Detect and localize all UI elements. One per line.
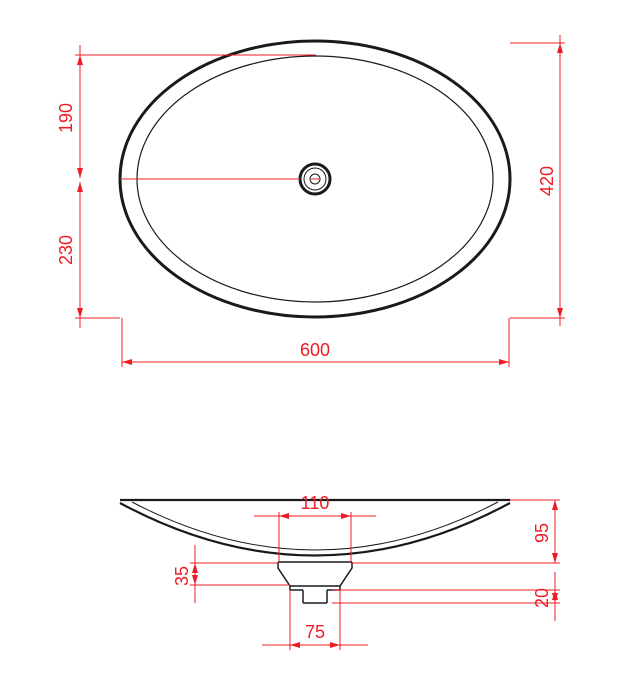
drain-left bbox=[278, 562, 290, 586]
dim-110-text: 110 bbox=[301, 493, 330, 513]
dim-95-text: 95 bbox=[532, 523, 552, 543]
arrowhead bbox=[290, 642, 300, 648]
arrowhead bbox=[499, 359, 509, 365]
technical-drawing: 600 420 190 230 110 75 35 95 20 bbox=[0, 0, 633, 697]
arrowhead bbox=[341, 513, 351, 519]
arrowhead bbox=[77, 308, 83, 318]
dim-420-text: 420 bbox=[537, 166, 557, 196]
arrowhead bbox=[557, 308, 563, 318]
arrowhead bbox=[552, 553, 558, 563]
arrowhead bbox=[279, 513, 289, 519]
arrowhead bbox=[77, 55, 83, 65]
arrowhead bbox=[557, 43, 563, 53]
arrowhead bbox=[552, 500, 558, 510]
dim-20-text: 20 bbox=[532, 588, 552, 608]
dim-230-text: 230 bbox=[56, 235, 76, 265]
dim-190-text: 190 bbox=[56, 103, 76, 133]
arrowhead bbox=[77, 168, 83, 178]
drain-right bbox=[340, 562, 352, 586]
arrowhead bbox=[330, 642, 340, 648]
arrowhead bbox=[192, 563, 198, 573]
dim-75-text: 75 bbox=[305, 622, 325, 642]
arrowhead bbox=[77, 182, 83, 192]
arrowhead bbox=[192, 575, 198, 585]
dim-35-text: 35 bbox=[172, 566, 192, 586]
arrowhead bbox=[122, 359, 132, 365]
dim-600-text: 600 bbox=[300, 340, 330, 360]
